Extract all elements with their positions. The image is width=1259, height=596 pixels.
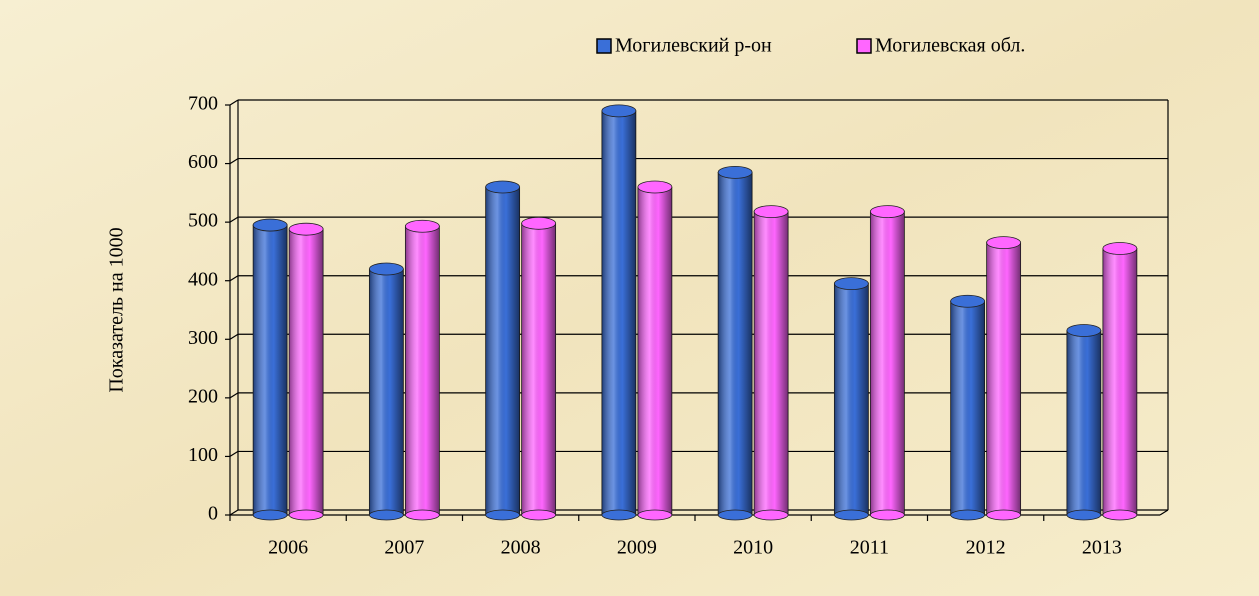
bar-top (637, 180, 673, 194)
bar-top (521, 216, 557, 230)
grid-line (229, 450, 239, 457)
bar-shade (950, 301, 985, 515)
x-tick-label: 2009 (617, 537, 657, 559)
x-tick-label: 2006 (268, 537, 308, 559)
bar-shade (870, 211, 905, 515)
y-tick-label: 600 (188, 151, 218, 173)
y-tick-label: 0 (208, 503, 218, 525)
bar-shade (369, 269, 404, 515)
axis-line (1159, 509, 1169, 516)
y-tick-label: 400 (188, 268, 218, 290)
x-tick-label: 2008 (501, 537, 541, 559)
bar-base (1066, 509, 1102, 521)
grid-line (229, 158, 239, 165)
y-tick-label: 500 (188, 210, 218, 232)
bar-shade (485, 187, 520, 515)
bar-base (404, 509, 440, 521)
bar-shade (754, 211, 789, 515)
legend-swatch (856, 38, 872, 54)
x-tick-label: 2012 (966, 537, 1006, 559)
bar-top (986, 236, 1022, 250)
legend-label: Могилевский р-он (615, 35, 772, 57)
grid-line (229, 99, 239, 106)
y-tick-label: 300 (188, 327, 218, 349)
bar-top (404, 219, 440, 233)
bar-base (521, 509, 557, 521)
bar-shade (253, 225, 288, 516)
bar-shade (1066, 330, 1101, 515)
bar-shade (1102, 248, 1137, 515)
bar-shade (601, 110, 636, 515)
bar-shade (637, 187, 672, 515)
bar-top (288, 222, 324, 236)
bar-top (252, 218, 288, 232)
bar-shade (986, 242, 1021, 515)
legend-swatch (596, 38, 612, 54)
y-tick-label: 700 (188, 93, 218, 115)
bar-top (601, 104, 637, 118)
bar-base (833, 509, 869, 521)
bar-base (601, 509, 637, 521)
bar-base (753, 509, 789, 521)
bar-shade (718, 172, 753, 515)
y-tick-label: 200 (188, 385, 218, 407)
bar-base (869, 509, 905, 521)
grid-line (229, 275, 239, 282)
bar-base (986, 509, 1022, 521)
bar-top (717, 165, 753, 179)
y-axis-label: Показатель на 1000 (106, 227, 128, 392)
bar-shade (405, 226, 440, 515)
bar-base (288, 509, 324, 521)
grid-line (229, 333, 239, 340)
grid-line (229, 216, 239, 223)
bar-base (485, 509, 521, 521)
bar-base (637, 509, 673, 521)
bar-base (950, 509, 986, 521)
bar-top (950, 294, 986, 308)
grid-line (229, 509, 239, 516)
bar-shade (834, 283, 869, 515)
bar-top (1102, 242, 1138, 255)
x-tick-label: 2011 (850, 537, 889, 559)
bar-shade (289, 229, 324, 515)
legend-label: Могилевская обл. (875, 35, 1025, 57)
bar-shade (521, 223, 556, 516)
x-tick-label: 2010 (733, 537, 773, 559)
bar-top (753, 205, 789, 219)
bar-top (833, 277, 869, 291)
bar-top (869, 205, 905, 219)
bar-base (252, 509, 288, 521)
bar-base (1102, 509, 1138, 521)
grid-line (229, 392, 239, 399)
y-tick-label: 100 (188, 444, 218, 466)
x-tick-label: 2013 (1082, 537, 1122, 559)
bar-top (485, 180, 521, 194)
bar-top (368, 262, 404, 276)
bar-top (1066, 324, 1102, 337)
x-tick-label: 2007 (384, 537, 424, 559)
bar-base (717, 509, 753, 521)
bar-base (368, 509, 404, 521)
